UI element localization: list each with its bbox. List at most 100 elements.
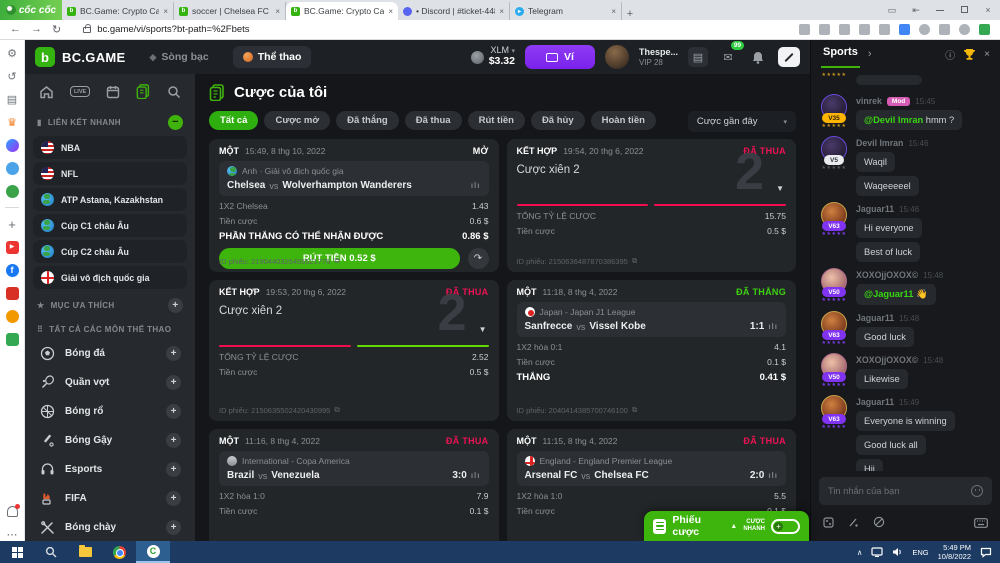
volume-icon[interactable] [892, 547, 903, 557]
user-info[interactable]: Thespe... VIP 28 [638, 47, 678, 67]
browser-tab[interactable]: b soccer | Chelsea FC vs Wolve × [174, 2, 286, 20]
sidebar-sport-basketball[interactable]: Bóng rổ + [33, 398, 187, 425]
tab-close-icon[interactable]: × [499, 6, 504, 16]
extension-icon[interactable] [859, 24, 870, 35]
home-icon[interactable] [39, 85, 54, 99]
bet-card[interactable]: MỘT 15:49, 8 thg 10, 2022 MỞ Anh · Giải vô … [209, 139, 499, 272]
chat-mention[interactable]: @Jaguar11 [864, 289, 914, 299]
extension-icon[interactable] [939, 24, 950, 35]
extension-icon[interactable] [799, 24, 810, 35]
filter-pill[interactable]: Đã hủy [530, 111, 585, 130]
zalo-icon[interactable] [5, 161, 19, 175]
extension-icon[interactable] [819, 24, 830, 35]
add-favorite-button[interactable]: + [168, 298, 183, 313]
stats-icon[interactable]: ılı [470, 181, 481, 190]
expand-esports-button[interactable]: + [166, 462, 181, 477]
extension-icon[interactable] [879, 24, 890, 35]
rail-bell-icon[interactable] [5, 503, 20, 518]
expand-cricket-button[interactable]: + [166, 433, 181, 448]
games-icon[interactable] [5, 184, 19, 198]
quick-link-item[interactable]: Giải vô địch quốc gia [33, 266, 187, 289]
history-icon[interactable]: ↺ [7, 70, 17, 83]
sort-dropdown[interactable]: Cược gần đây ▾ [687, 111, 796, 132]
chevron-right-icon[interactable]: › [867, 48, 872, 60]
stats-icon[interactable]: ılı [768, 322, 778, 331]
chat-close-icon[interactable]: × [984, 48, 990, 60]
browser-extra-icon[interactable]: ▭ [887, 4, 897, 15]
bet-list-icon[interactable]: ▤ [688, 47, 708, 67]
quick-link-item[interactable]: Cúp C1 châu Âu [33, 214, 187, 237]
shop-app-icon[interactable] [5, 286, 19, 300]
keyboard-icon[interactable] [974, 515, 988, 533]
browser-back-to-app-icon[interactable]: ⇤ [912, 4, 920, 15]
network-icon[interactable] [871, 547, 883, 557]
sidebar-search-icon[interactable] [167, 85, 181, 99]
messenger-icon[interactable] [5, 138, 19, 152]
quick-bet-toggle[interactable]: + [771, 518, 800, 534]
filter-pill[interactable]: Rút tiền [467, 111, 525, 130]
betslip-button[interactable]: Phiếu cược ▲ CƯỢC NHANH + [644, 511, 809, 541]
start-button[interactable] [0, 541, 34, 563]
copy-icon[interactable]: ⧉ [631, 256, 638, 265]
combo-block[interactable]: Cược xiên 2 2 ▼ [219, 287, 489, 345]
chat-mention[interactable]: @Devil Imran [864, 115, 924, 125]
filter-pill[interactable]: Cược mở [264, 111, 331, 130]
bet-card[interactable]: MỘT 11:16, 8 thg 4, 2022 ĐÃ THUA Internatio… [209, 429, 499, 541]
newsfeed-icon[interactable]: ▤ [6, 93, 18, 106]
copy-icon[interactable]: ⧉ [334, 256, 340, 265]
emoji-icon[interactable] [971, 485, 983, 497]
facebook-icon[interactable]: f [5, 263, 19, 277]
share-bet-icon[interactable]: ↷ [467, 248, 489, 269]
back-button[interactable]: ← [10, 23, 21, 35]
settings-icon[interactable]: ⚙ [7, 47, 17, 60]
extension-icon[interactable] [959, 24, 970, 35]
sidebar-sport-esports[interactable]: Esports + [33, 456, 187, 483]
bet-card[interactable]: KẾT HỢP 19:53, 20 thg 6, 2022 ĐÃ THUA Cược … [209, 280, 499, 421]
chat-username[interactable]: Jaguar11 [856, 397, 895, 407]
extension-icon[interactable] [919, 24, 930, 35]
redeem-icon[interactable] [778, 47, 800, 67]
new-tab-button[interactable]: + [626, 8, 634, 20]
chat-username[interactable]: Jaguar11 [856, 313, 895, 323]
bell-icon[interactable] [748, 47, 768, 67]
expand-fifa-button[interactable]: + [166, 491, 181, 506]
tray-expand-icon[interactable]: ∧ [856, 547, 863, 557]
chat-username[interactable]: vinrek [856, 96, 882, 106]
sidebar-sport-football[interactable]: Bóng đá + [33, 340, 187, 367]
forward-button[interactable]: → [31, 23, 42, 35]
sidebar-sport-fifa[interactable]: FIFA + [33, 485, 187, 512]
coccoc-taskbar-icon[interactable]: C [136, 541, 170, 563]
stats-icon[interactable]: ılı [768, 471, 778, 480]
browser-tab[interactable]: ▸ Telegram × [510, 2, 622, 20]
cashout-button[interactable]: RÚT TIỀN 0.52 $ [219, 248, 460, 269]
tab-close-icon[interactable]: × [611, 6, 616, 16]
sidebar-sport-cricket[interactable]: Bóng Gậy + [33, 427, 187, 454]
live-icon[interactable]: LIVE [69, 86, 91, 97]
copy-icon[interactable]: ⧉ [631, 405, 638, 414]
deals-icon[interactable] [5, 309, 19, 323]
gift-icon[interactable] [5, 332, 19, 346]
tab-close-icon[interactable]: × [163, 6, 168, 16]
more-icon[interactable]: ⋯ [6, 528, 18, 541]
event-block[interactable]: International - Copa America Brazil vs Vene… [219, 451, 489, 486]
gif-icon[interactable] [873, 515, 885, 533]
chevron-down-icon[interactable]: ▼ [776, 184, 784, 193]
my-bets-nav-icon[interactable] [136, 84, 151, 99]
tab-close-icon[interactable]: × [388, 6, 393, 16]
filter-pill[interactable]: Đã thắng [336, 111, 399, 130]
system-clock[interactable]: 5:49 PM 10/8/2022 [937, 542, 971, 561]
chat-info-icon[interactable]: ⓘ [945, 50, 956, 62]
reload-button[interactable]: ↻ [52, 24, 62, 36]
combo-block[interactable]: Cược xiên 2 2 ▼ [517, 146, 787, 204]
mail-icon[interactable]: ✉ 99 [718, 41, 744, 67]
extension-icon[interactable] [899, 24, 910, 35]
bcgame-logo-icon[interactable]: b [35, 47, 55, 67]
quick-link-item[interactable]: NBA [33, 136, 187, 159]
extension-icon[interactable] [839, 24, 850, 35]
quick-link-item[interactable]: ATP Astana, Kazakhstan [33, 188, 187, 211]
nav-casino[interactable]: ◆ Sòng bạc [149, 51, 209, 63]
event-block[interactable]: Japan - Japan J1 League Sanfrecce vs Vissel… [516, 302, 786, 337]
event-block[interactable]: Anh · Giải vô địch quốc gia Chelsea vs Wolv… [219, 161, 489, 196]
bet-card[interactable]: MỘT 11:18, 8 thg 4, 2022 ĐÃ THẮNG Japan - J… [506, 280, 796, 421]
schedule-icon[interactable] [106, 85, 120, 99]
